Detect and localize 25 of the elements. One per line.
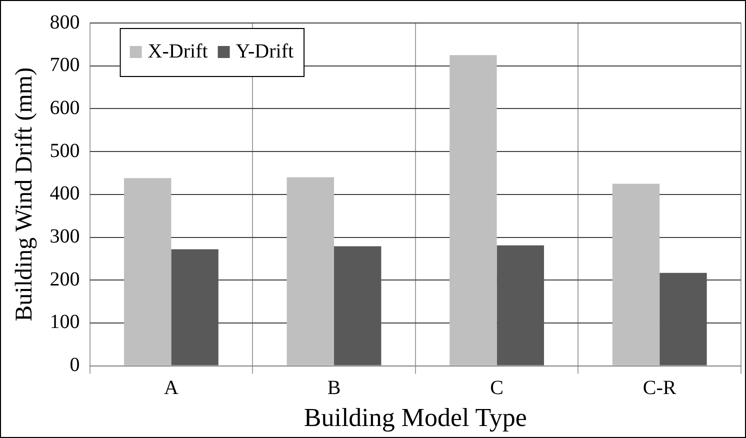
y-tick-label: 600 [50,96,80,119]
x-tick-label: B [327,377,341,400]
legend-label: Y-Drift [236,40,294,62]
bar [450,55,497,366]
y-tick-label: 100 [50,311,80,334]
bar [171,249,218,366]
bar [660,272,707,366]
bar [286,177,334,366]
y-tick-label: 700 [50,54,80,76]
legend-label: X-Drift [148,40,208,62]
bar [496,245,544,366]
y-tick-label: 400 [50,182,80,205]
bar [124,178,172,366]
y-axis-title: Building Wind Drift (mm) [12,67,38,322]
bar [334,246,382,366]
y-tick-label: 800 [50,11,80,34]
y-tick-label: 300 [50,226,80,248]
y-tick-label: 200 [50,268,80,290]
x-axis-title: Building Model Type [304,403,527,432]
x-tick-label: C [490,377,504,400]
bar [612,184,660,366]
y-tick-label: 500 [50,140,80,162]
x-tick-label: A [164,377,179,400]
y-tick-label: 0 [70,354,80,376]
x-tick-label: C-R [642,377,677,400]
